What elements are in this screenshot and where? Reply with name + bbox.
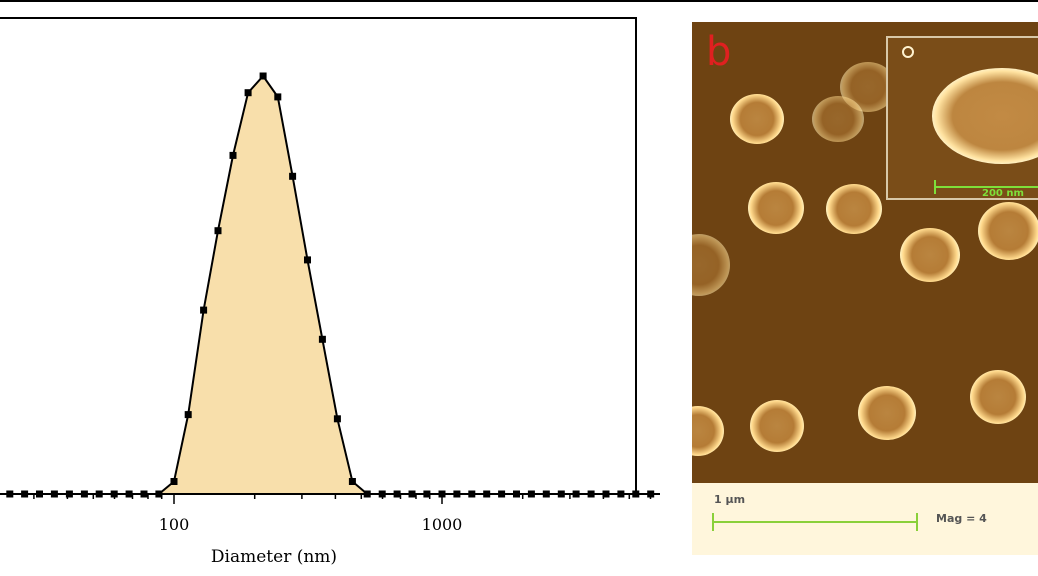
data-point-marker [259, 72, 267, 80]
x-tick-label: 1000 [422, 515, 463, 534]
particle [900, 228, 960, 282]
data-point-marker [214, 227, 222, 235]
sem-micrograph: b 200 nm 1 µm Mag = 4 [692, 22, 1038, 555]
sem-info-bar: 1 µm Mag = 4 [692, 483, 1038, 555]
inset-micrograph: 200 nm [886, 36, 1038, 200]
inset-scale-bar [934, 186, 1038, 188]
data-point-marker [170, 478, 178, 485]
x-tick-label: 100 [159, 515, 190, 534]
particle [748, 182, 804, 234]
data-point-marker [348, 478, 356, 485]
data-point-marker [274, 93, 282, 101]
data-point-marker [229, 151, 237, 159]
size-distribution-chart: 100100010000 Diameter (nm) [0, 17, 660, 567]
particle [730, 94, 784, 144]
scale-bar-tick [916, 513, 918, 531]
particle [692, 406, 724, 456]
inset-scale-label: 200 nm [982, 188, 1024, 199]
x-axis-label: Diameter (nm) [211, 547, 337, 567]
particle [970, 370, 1026, 424]
particle [978, 202, 1038, 260]
data-point-marker [200, 306, 208, 314]
magnification-label: Mag = 4 [936, 512, 987, 525]
data-point-marker [244, 89, 252, 97]
distribution-area [0, 76, 660, 494]
data-point-marker [184, 411, 192, 419]
data-point-marker [304, 256, 311, 264]
particle [826, 184, 882, 234]
data-point-marker [318, 335, 326, 343]
data-point-marker [289, 172, 297, 180]
top-rule [0, 0, 1038, 2]
scale-bar [712, 521, 918, 523]
particle [812, 96, 864, 142]
panel-label: b [706, 29, 732, 75]
inset-marker-icon [902, 46, 914, 58]
inset-particle [932, 68, 1038, 164]
particle [750, 400, 804, 452]
particle [692, 234, 730, 296]
x-ticks: 100100010000 [33, 494, 652, 534]
plot-frame [0, 17, 637, 495]
scale-bar-label: 1 µm [714, 493, 746, 506]
data-point-marker [333, 415, 341, 423]
particle [858, 386, 916, 440]
